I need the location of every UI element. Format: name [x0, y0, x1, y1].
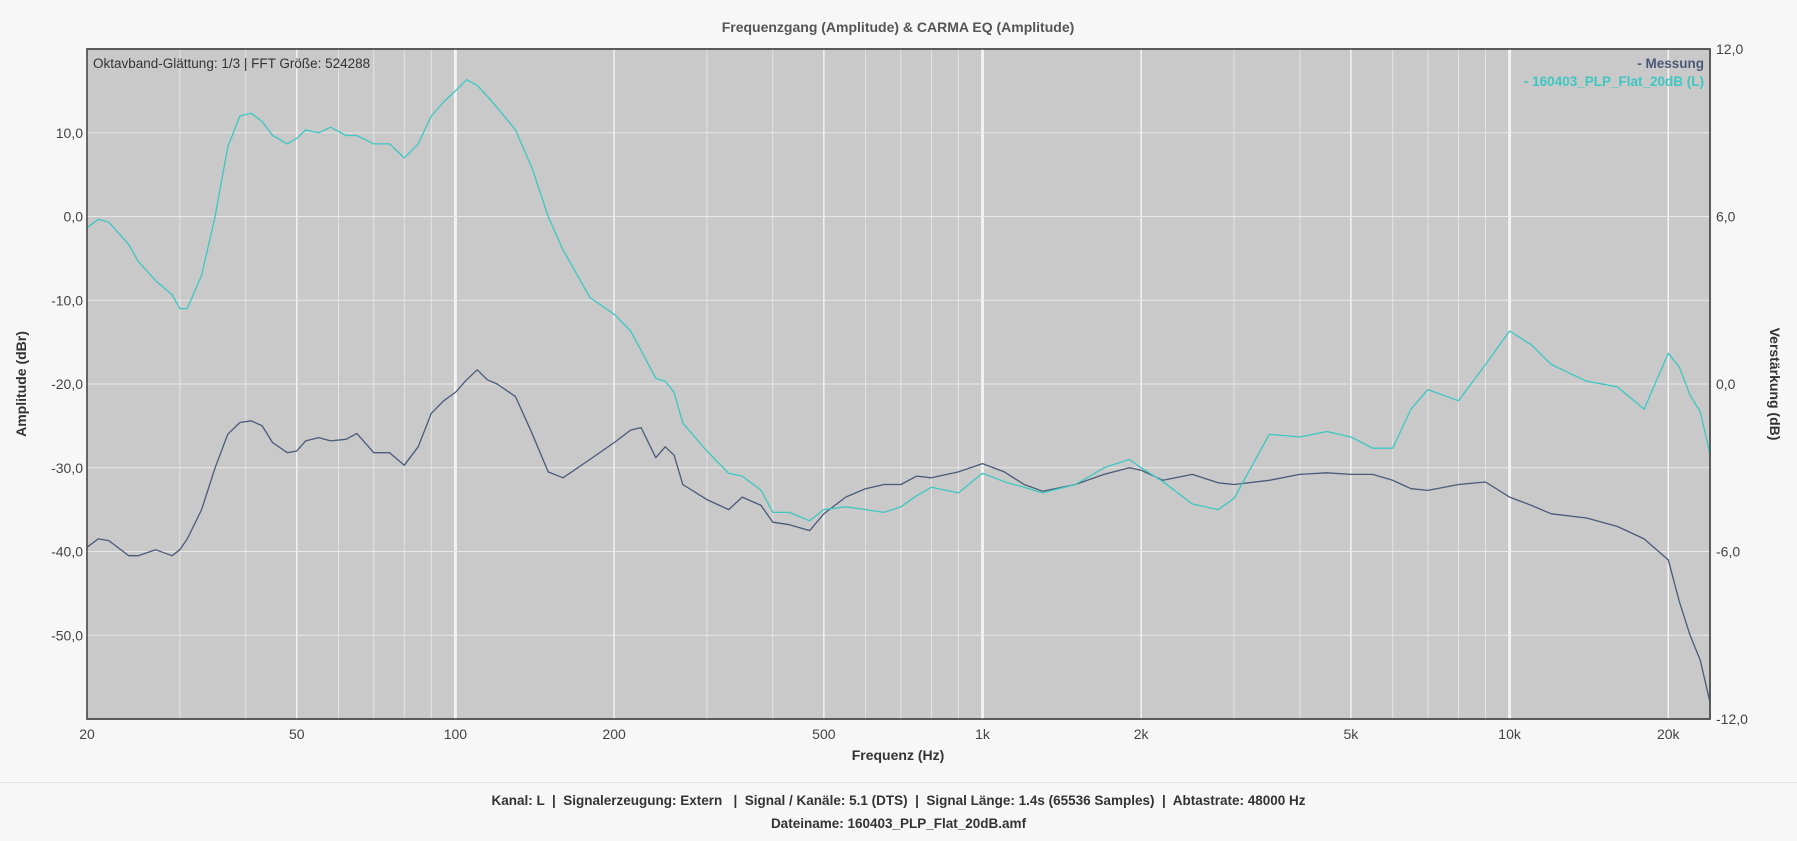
y2-tick-label: 12,0	[1716, 41, 1743, 57]
x-tick-label: 20k	[1657, 726, 1681, 742]
x-tick-label: 5k	[1344, 726, 1360, 742]
y-tick-label: -30,0	[51, 460, 83, 476]
chart-title: Frequenzgang (Amplitude) & CARMA EQ (Amp…	[722, 19, 1075, 35]
y-tick-label: -10,0	[51, 292, 83, 308]
series-line-eq	[86, 79, 1711, 522]
y-axis-label: Amplitude (dBr)	[13, 331, 29, 437]
x-tick-label: 2k	[1134, 726, 1150, 742]
frequency-response-chart: Frequenzgang (Amplitude) & CARMA EQ (Amp…	[13, 19, 1783, 763]
x-axis-label: Frequenz (Hz)	[852, 747, 945, 763]
series-line-messung	[86, 369, 1711, 703]
x-tick-label: 500	[812, 726, 836, 742]
x-axis-ticks: 20 50 100 200 500 1k 2k 5k 10k 20k	[79, 726, 1680, 742]
plot-frame	[86, 48, 1711, 720]
y-tick-label: -20,0	[51, 376, 83, 392]
y-tick-label: -50,0	[51, 627, 83, 643]
file-name-text: Dateiname: 160403_PLP_Flat_20dB.amf	[770, 816, 1027, 831]
y-tick-label: 10,0	[56, 125, 83, 141]
y2-tick-label: -12,0	[1716, 711, 1748, 727]
file-name: Dateiname: 160403_PLP_Flat_20dB.amf	[0, 816, 1797, 831]
x-tick-label: 1k	[975, 726, 991, 742]
info-footer: Kanal: L | Signalerzeugung: Extern | Sig…	[0, 782, 1797, 841]
y2-axis-label: Verstärkung (dB)	[1767, 328, 1783, 441]
signal-info: Kanal: L | Signalerzeugung: Extern | Sig…	[0, 793, 1797, 808]
y-tick-label: -40,0	[51, 544, 83, 560]
series-layer	[86, 79, 1711, 703]
x-tick-label: 50	[289, 726, 305, 742]
signal-info-text: Kanal: L | Signalerzeugung: Extern | Sig…	[491, 793, 1306, 808]
y2-tick-label: 0,0	[1716, 376, 1736, 392]
y2-tick-label: 6,0	[1716, 209, 1736, 225]
x-tick-label: 200	[602, 726, 626, 742]
y-tick-label: 0,0	[64, 209, 84, 225]
y2-tick-label: -6,0	[1716, 544, 1740, 560]
x-tick-label: 100	[444, 726, 468, 742]
x-tick-label: 10k	[1498, 726, 1522, 742]
y2-axis-ticks: 12,0 6,0 0,0 -6,0 -12,0	[1716, 41, 1748, 727]
x-tick-label: 20	[79, 726, 95, 742]
smoothing-annotation: Oktavband-Glättung: 1/3 | FFT Größe: 524…	[93, 56, 370, 71]
legend-messung[interactable]: - Messung	[1637, 56, 1704, 71]
legend-eq[interactable]: - 160403_PLP_Flat_20dB (L)	[1524, 74, 1704, 89]
y-axis-ticks: 10,0 0,0 -10,0 -20,0 -30,0 -40,0 -50,0	[51, 125, 83, 644]
